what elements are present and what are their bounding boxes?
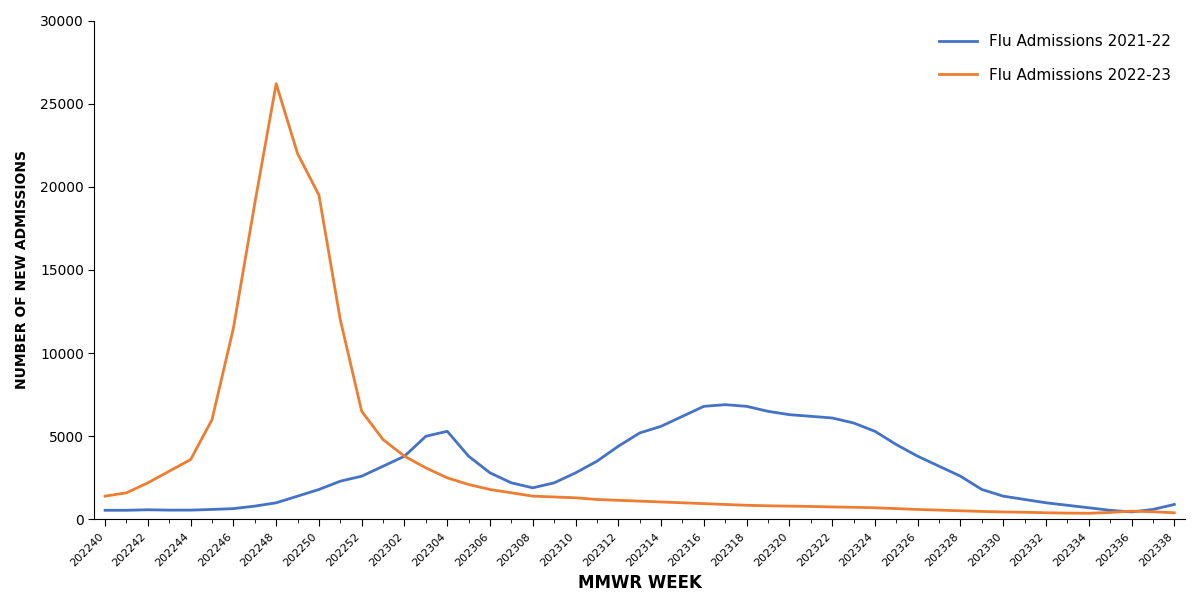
- Flu Admissions 2022-23: [269, 80, 283, 87]
- Flu Admissions 2022-23: [462, 481, 476, 488]
- Line: Flu Admissions 2022-23: Flu Admissions 2022-23: [106, 84, 1175, 514]
- X-axis label: MMWR WEEK: MMWR WEEK: [577, 574, 702, 592]
- Flu Admissions 2021-22: [1124, 508, 1139, 515]
- Flu Admissions 2021-22: [889, 441, 904, 448]
- Flu Admissions 2021-22: [824, 415, 839, 422]
- Legend: Flu Admissions 2021-22, Flu Admissions 2022-23: Flu Admissions 2021-22, Flu Admissions 2…: [932, 28, 1177, 89]
- Flu Admissions 2022-23: [1081, 510, 1096, 517]
- Flu Admissions 2022-23: [889, 505, 904, 512]
- Flu Admissions 2022-23: [98, 492, 113, 500]
- Flu Admissions 2021-22: [334, 478, 348, 485]
- Flu Admissions 2022-23: [1168, 509, 1182, 517]
- Flu Admissions 2022-23: [1146, 508, 1160, 515]
- Flu Admissions 2021-22: [440, 428, 455, 435]
- Y-axis label: NUMBER OF NEW ADMISSIONS: NUMBER OF NEW ADMISSIONS: [14, 151, 29, 390]
- Flu Admissions 2022-23: [354, 408, 368, 415]
- Flu Admissions 2021-22: [419, 433, 433, 440]
- Flu Admissions 2021-22: [718, 401, 732, 409]
- Line: Flu Admissions 2021-22: Flu Admissions 2021-22: [106, 405, 1175, 512]
- Flu Admissions 2021-22: [1146, 506, 1160, 513]
- Flu Admissions 2022-23: [824, 503, 839, 510]
- Flu Admissions 2022-23: [440, 474, 455, 481]
- Flu Admissions 2021-22: [98, 507, 113, 514]
- Flu Admissions 2021-22: [1168, 501, 1182, 508]
